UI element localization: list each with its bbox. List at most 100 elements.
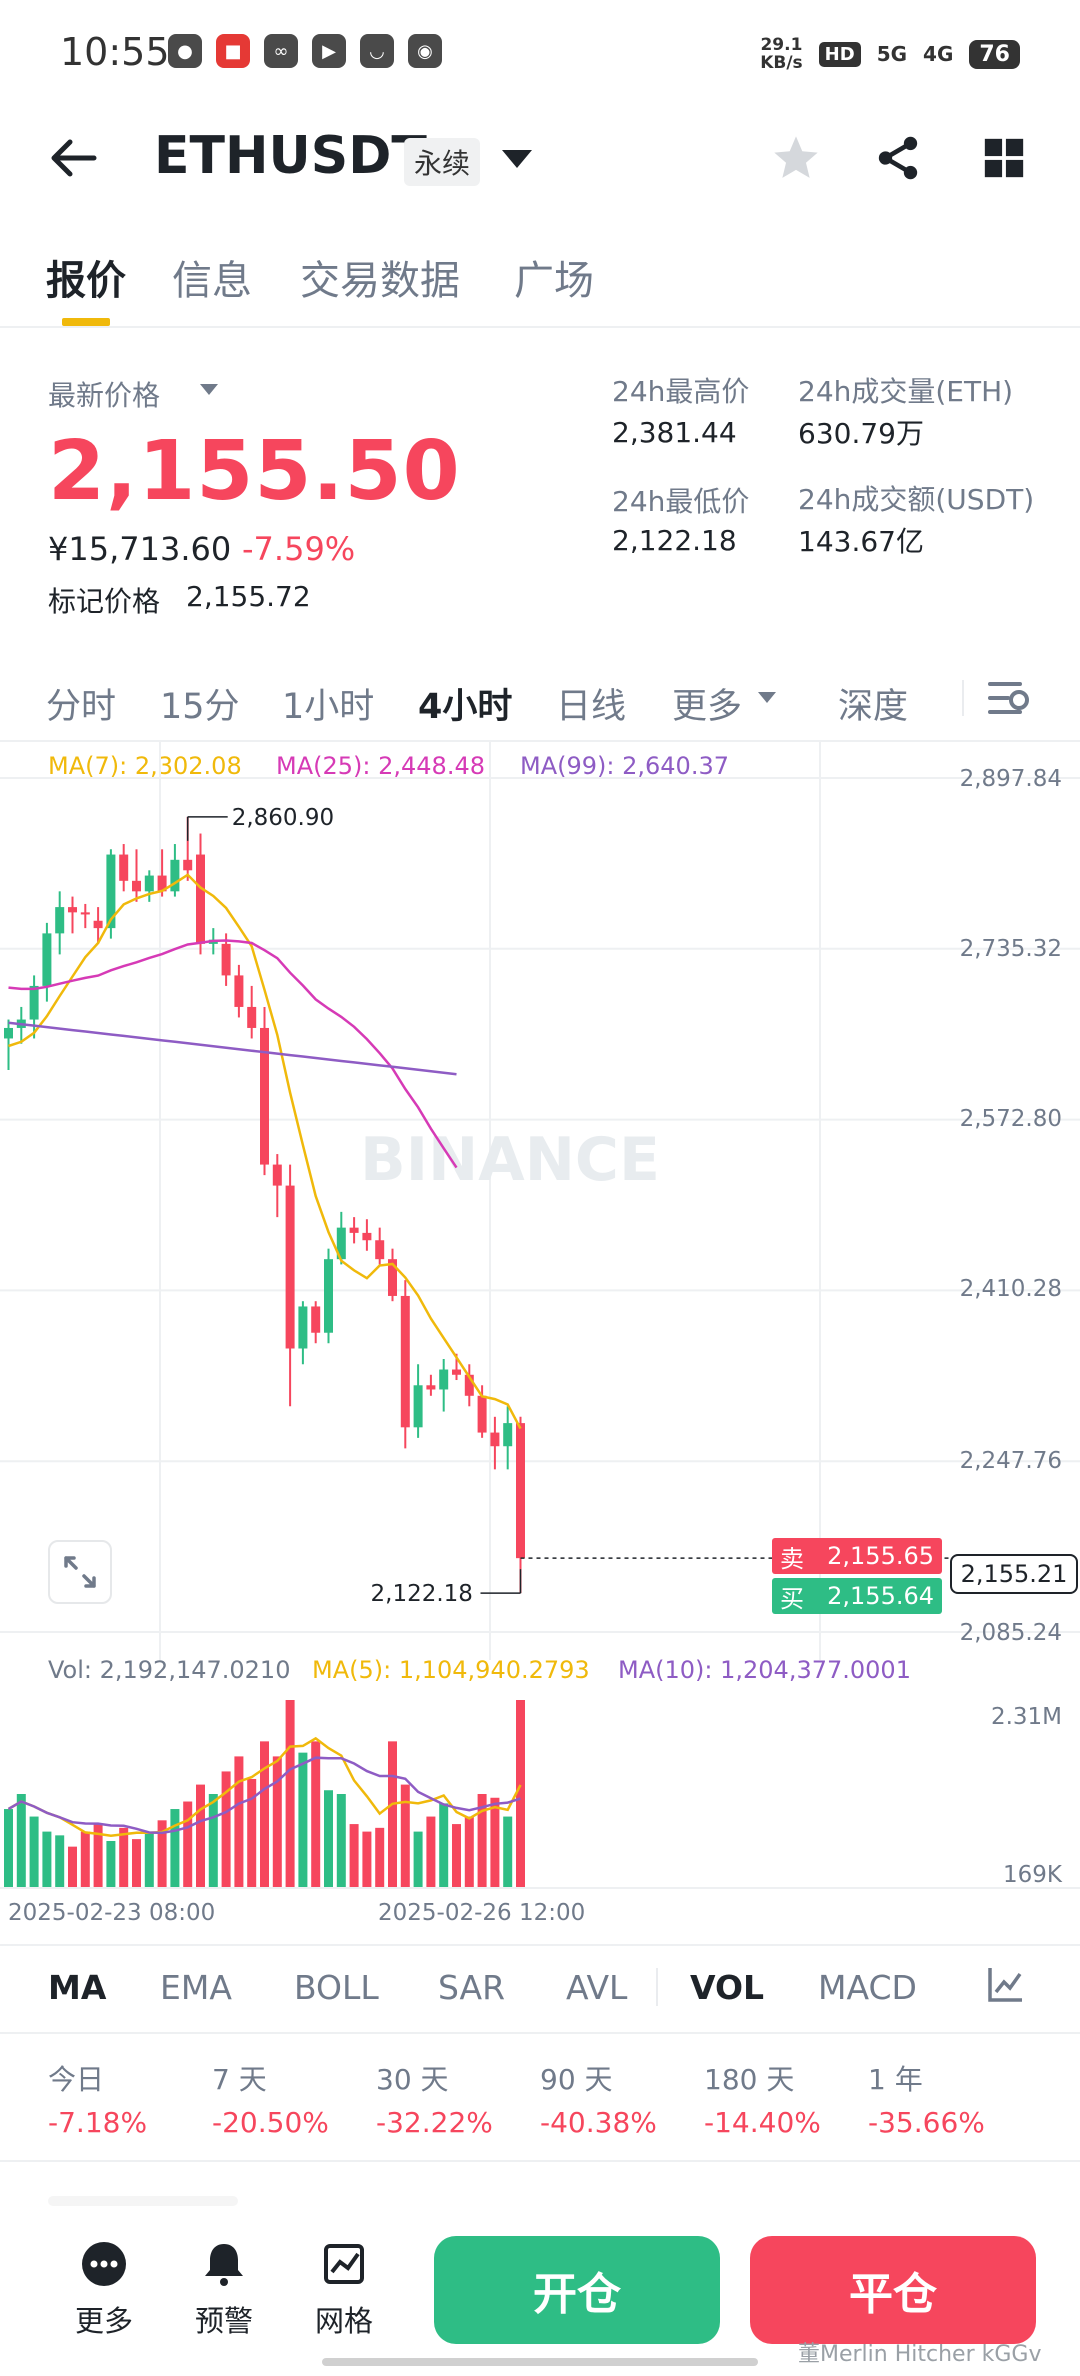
- play-icon: ▶: [312, 34, 346, 68]
- indicator-ma[interactable]: MA: [48, 1968, 107, 2007]
- performance-period-value: -40.38%: [540, 2106, 657, 2139]
- current-price-box[interactable]: 2,155.21: [950, 1554, 1078, 1594]
- nav-alert-label: 预警: [194, 2304, 253, 2338]
- indicator-ema[interactable]: EMA: [160, 1968, 232, 2007]
- nav-grid[interactable]: 网格: [294, 2238, 394, 2340]
- candle-body: [400, 1295, 410, 1428]
- tab-info[interactable]: 信息: [172, 258, 252, 304]
- ma7-line: [8, 873, 522, 1430]
- volume-bar: [119, 1827, 129, 1888]
- nav-alert[interactable]: 预警: [174, 2238, 274, 2340]
- nav-more[interactable]: 更多: [54, 2238, 154, 2340]
- indicator-vol[interactable]: VOL: [690, 1968, 765, 2007]
- fullscreen-expand-icon[interactable]: [48, 1540, 112, 1604]
- candle-body: [285, 1185, 295, 1349]
- symbol-title[interactable]: ETHUSDT: [154, 126, 427, 186]
- bell-icon: [198, 2238, 250, 2290]
- symbol-dropdown-icon[interactable]: [502, 150, 532, 168]
- volume-label: Vol: 2,192,147.0210: [48, 1656, 291, 1684]
- mark-price-label: 标记价格: [48, 585, 161, 618]
- candle: [68, 896, 77, 934]
- buy-price: 2,155.64: [827, 1582, 934, 1610]
- indicator-sar[interactable]: SAR: [438, 1968, 506, 2007]
- high-24h-value: 2,381.44: [612, 416, 737, 449]
- tab-quote[interactable]: 报价: [46, 258, 126, 304]
- volume-bar: [285, 1700, 295, 1888]
- candle-body: [55, 907, 65, 934]
- y-axis-label: 2,085.24: [959, 1620, 1062, 1646]
- interval-depth[interactable]: 深度: [838, 687, 909, 727]
- candle: [234, 964, 244, 1018]
- share-icon[interactable]: [868, 128, 928, 188]
- interval-more-caret-icon[interactable]: [758, 692, 776, 703]
- candle: [144, 870, 154, 902]
- binance-watermark: BINANCE: [360, 1125, 660, 1195]
- volume-bar: [477, 1794, 487, 1888]
- interval-daily[interactable]: 日线: [556, 687, 627, 727]
- nav-more-label: 更多: [74, 2304, 133, 2338]
- candle: [272, 1154, 282, 1218]
- candle: [464, 1364, 474, 1407]
- last-price-label[interactable]: 最新价格: [48, 379, 161, 412]
- interval-1h[interactable]: 1小时: [282, 687, 375, 727]
- volume-bar: [452, 1824, 461, 1888]
- home-indicator[interactable]: [322, 2358, 758, 2366]
- volume-ma10-label: MA(10): 1,204,377.0001: [618, 1656, 911, 1684]
- signal-5g-icon: 5G: [876, 42, 908, 66]
- indicator-macd[interactable]: MACD: [818, 1968, 917, 2007]
- volume-bar: [349, 1824, 359, 1888]
- candle: [336, 1211, 346, 1265]
- candle-body: [477, 1395, 487, 1433]
- performance-period-value: -14.40%: [704, 2106, 821, 2139]
- volume-bars: [0, 1700, 1080, 1889]
- tab-trading-data[interactable]: 交易数据: [300, 258, 460, 304]
- chart-settings-icon[interactable]: [986, 676, 1032, 720]
- interval-separator: [962, 680, 964, 716]
- back-arrow-icon[interactable]: [44, 128, 104, 188]
- sell-label: 卖: [780, 1544, 804, 1573]
- volume-bar: [260, 1741, 269, 1888]
- kline-chart[interactable]: BINANCE 2,860.90 2,122.18: [0, 740, 1080, 1660]
- candle: [221, 933, 231, 986]
- candle-body: [516, 1423, 525, 1559]
- interval-15m[interactable]: 15分: [160, 687, 240, 727]
- grid-trading-icon: [318, 2238, 370, 2290]
- candle: [196, 833, 205, 955]
- indicator-settings-icon[interactable]: [986, 1964, 1026, 2004]
- volume-bar: [29, 1816, 39, 1888]
- volume-bar: [68, 1846, 77, 1888]
- buy-price-tag[interactable]: 买 2,155.64: [772, 1578, 942, 1614]
- volume-bar: [362, 1831, 372, 1888]
- candle-body: [439, 1369, 449, 1390]
- volume-bar: [196, 1784, 205, 1888]
- indicator-boll[interactable]: BOLL: [294, 1968, 379, 2007]
- app-notification-icon: ■: [216, 34, 250, 68]
- favorite-star-icon[interactable]: [766, 128, 826, 188]
- corner-watermark: 董Merlin Hitcher kGGv: [798, 2342, 1042, 2367]
- indicator-avl[interactable]: AVL: [566, 1968, 628, 2007]
- candle: [80, 903, 90, 929]
- volume-bar: [439, 1803, 449, 1888]
- tab-square[interactable]: 广场: [514, 258, 594, 304]
- grid-menu-icon[interactable]: [974, 128, 1034, 188]
- volume-chart[interactable]: [0, 1660, 1080, 1900]
- status-app-icons: ● ■ ∞ ▶ ◡ ◉: [168, 34, 442, 68]
- ma99-label: MA(99): 2,640.37: [520, 752, 729, 780]
- candle-body: [260, 1027, 269, 1165]
- candle: [426, 1374, 436, 1396]
- interval-4h[interactable]: 4小时: [418, 687, 513, 727]
- candle: [93, 907, 103, 944]
- volume-bar: [144, 1831, 154, 1888]
- candle: [55, 891, 65, 955]
- interval-more[interactable]: 更多: [672, 687, 743, 727]
- interval-timeline[interactable]: 分时: [46, 687, 117, 727]
- price-type-caret-icon[interactable]: [200, 384, 218, 395]
- ma99-line: [8, 1021, 457, 1076]
- candle-body: [247, 1006, 257, 1028]
- sell-price-tag[interactable]: 卖 2,155.65: [772, 1538, 942, 1574]
- volume-24h-label: 24h成交量(ETH): [798, 375, 1014, 408]
- close-position-button[interactable]: 平仓: [750, 2236, 1036, 2344]
- open-position-button[interactable]: 开仓: [434, 2236, 720, 2344]
- performance-period-value: -7.18%: [48, 2106, 148, 2139]
- candle: [170, 844, 180, 897]
